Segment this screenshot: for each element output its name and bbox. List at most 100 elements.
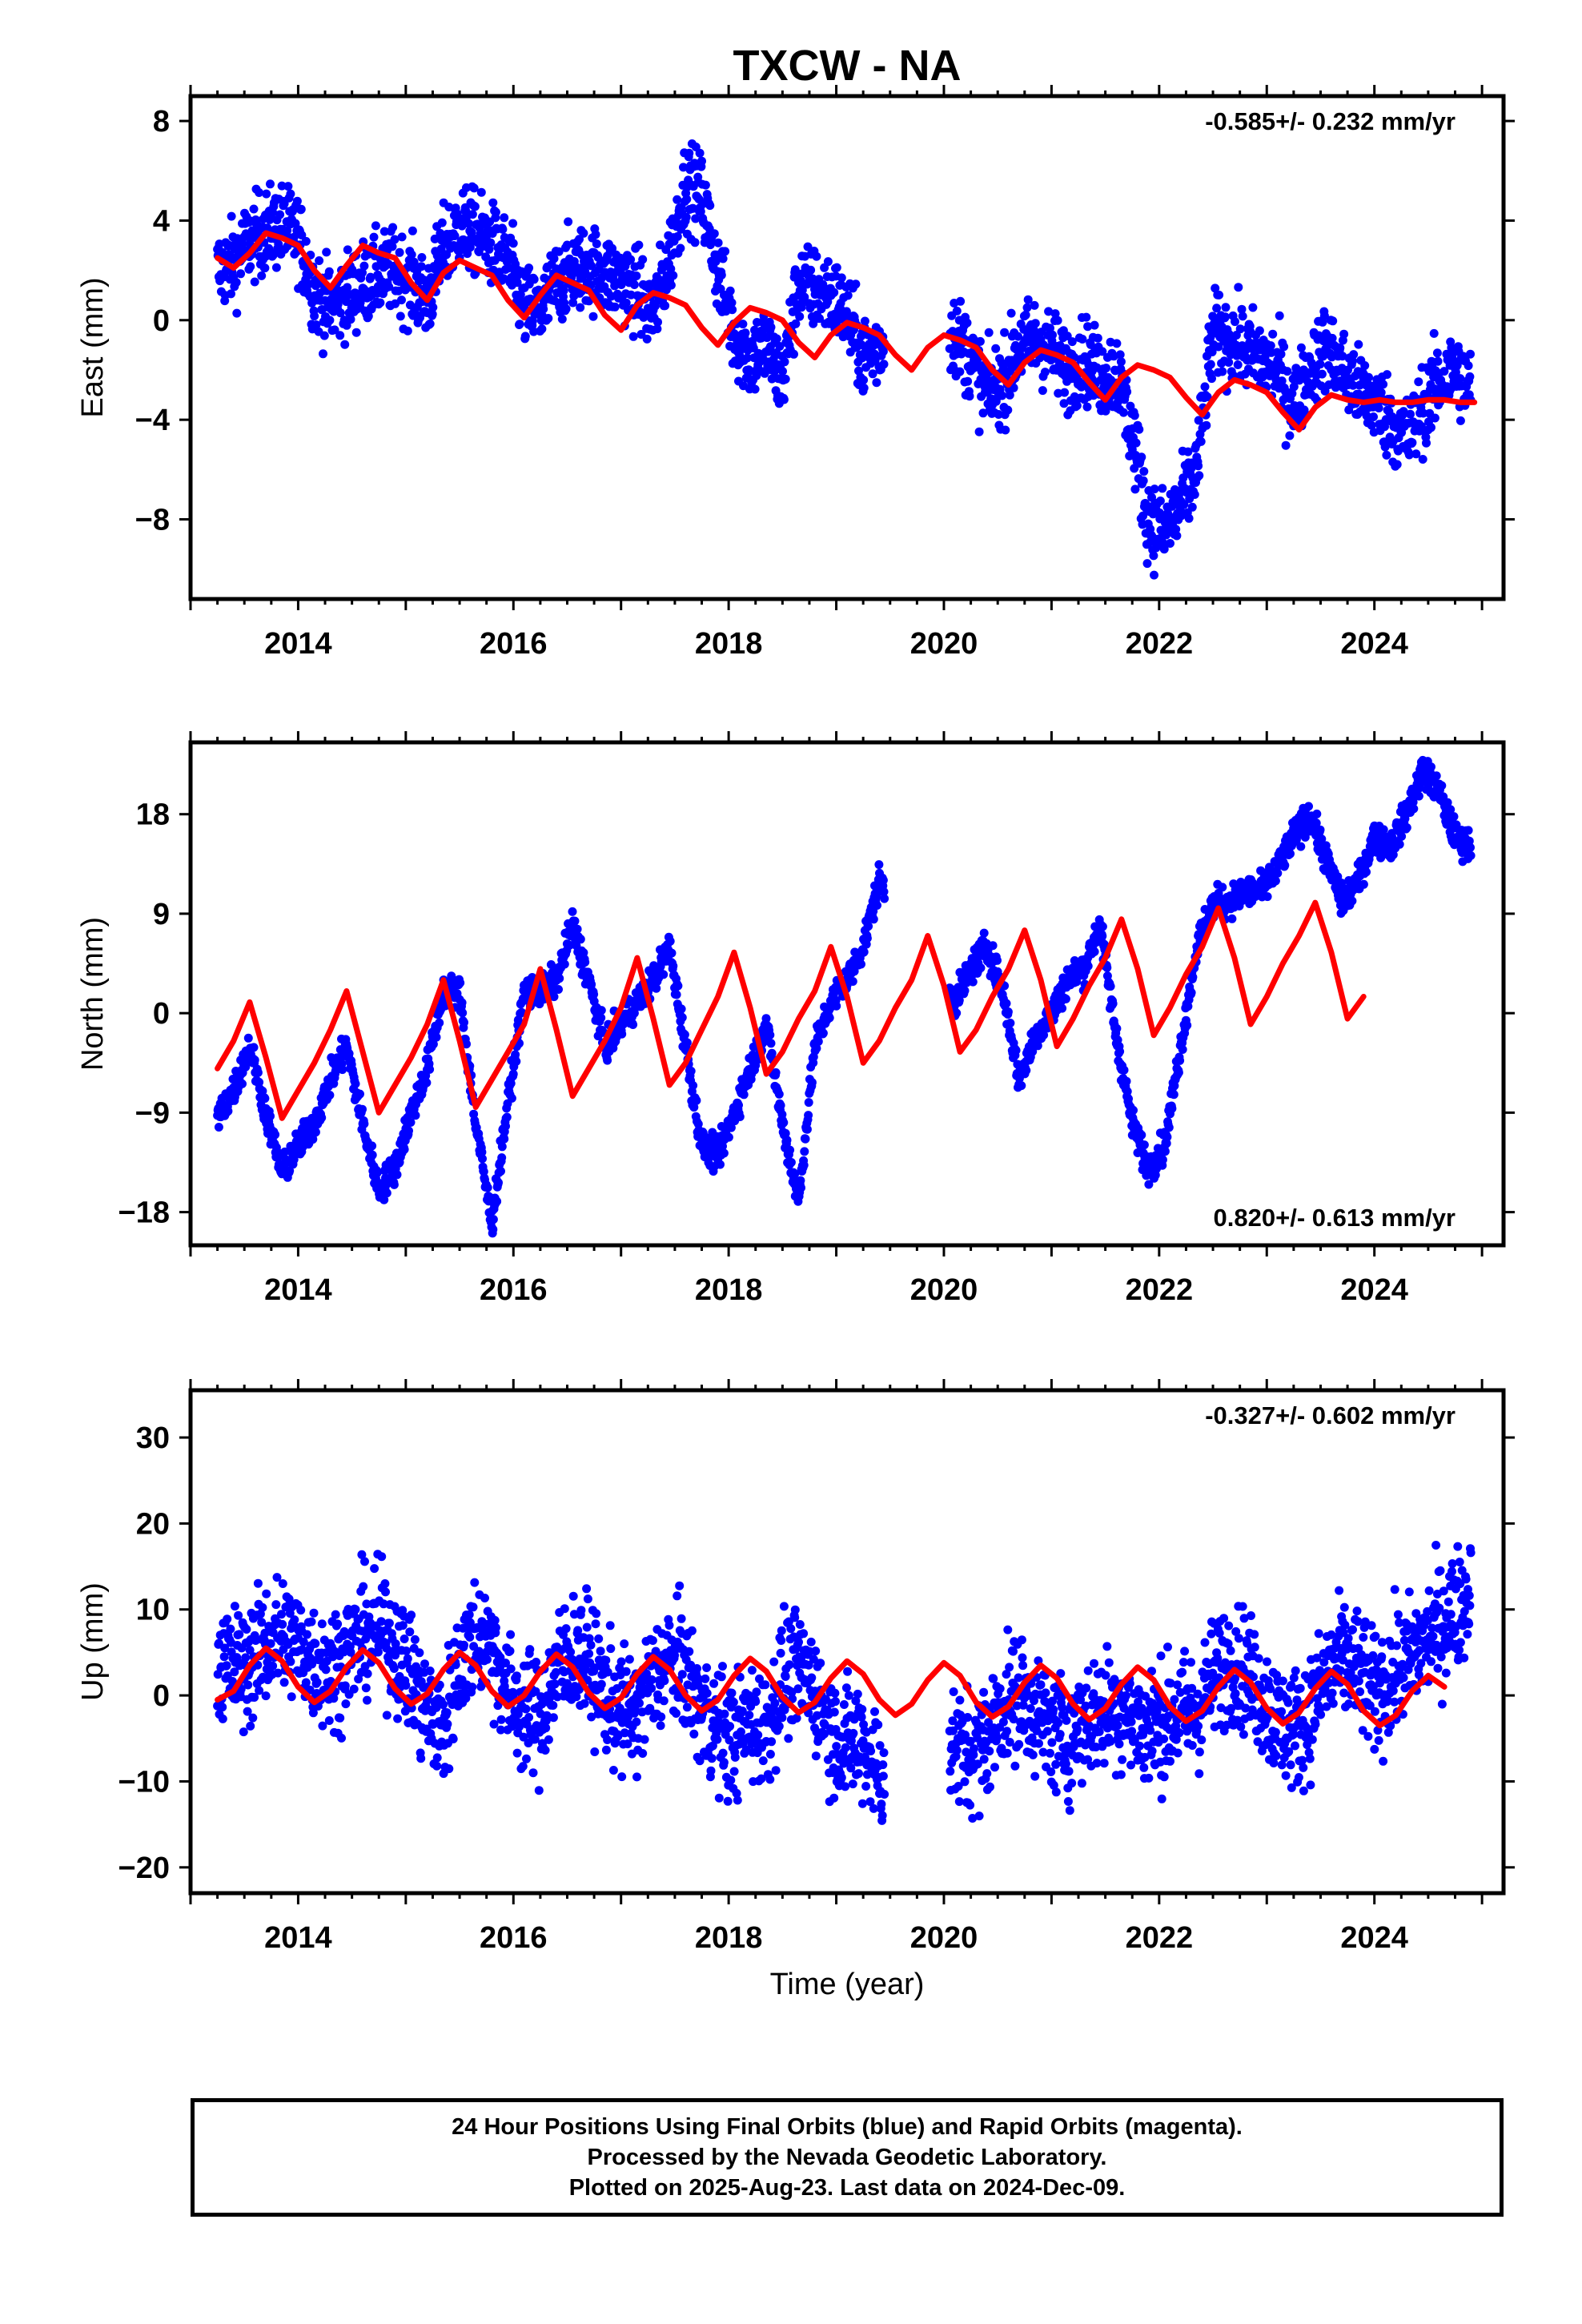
data-point bbox=[778, 367, 787, 376]
data-point bbox=[685, 148, 694, 158]
data-point bbox=[724, 1132, 733, 1142]
data-point bbox=[848, 977, 857, 986]
data-point bbox=[859, 376, 869, 384]
x-tick-label: 2024 bbox=[1340, 1273, 1408, 1307]
data-point bbox=[1179, 500, 1189, 509]
data-point bbox=[1021, 310, 1030, 320]
data-point bbox=[249, 204, 259, 214]
data-point bbox=[561, 304, 571, 314]
data-point bbox=[628, 1020, 638, 1029]
data-point bbox=[653, 317, 662, 327]
data-point bbox=[1234, 283, 1243, 292]
data-point bbox=[292, 196, 302, 206]
data-point bbox=[1162, 1139, 1171, 1148]
data-point bbox=[791, 319, 801, 328]
data-point bbox=[1139, 467, 1149, 476]
data-point bbox=[1144, 1180, 1154, 1189]
data-point bbox=[1196, 436, 1206, 446]
data-point bbox=[818, 1028, 828, 1038]
data-point bbox=[1283, 367, 1292, 376]
data-point bbox=[1137, 1130, 1146, 1140]
plot-frame bbox=[188, 94, 1506, 601]
data-point bbox=[1130, 411, 1139, 420]
data-point bbox=[734, 1100, 743, 1110]
data-point bbox=[266, 179, 275, 189]
data-point bbox=[1231, 317, 1239, 327]
data-point bbox=[325, 1091, 335, 1100]
data-point bbox=[832, 263, 841, 272]
data-point bbox=[539, 304, 548, 314]
data-point bbox=[1466, 349, 1475, 359]
data-point bbox=[1150, 570, 1158, 580]
data-point bbox=[366, 272, 375, 282]
data-point bbox=[1130, 485, 1140, 494]
data-point bbox=[1129, 1105, 1138, 1115]
data-point bbox=[775, 342, 785, 351]
data-point bbox=[621, 298, 631, 308]
data-point bbox=[379, 1195, 389, 1204]
data-point bbox=[568, 298, 578, 308]
data-point bbox=[311, 1128, 320, 1137]
data-point bbox=[857, 959, 865, 969]
data-point bbox=[652, 983, 661, 993]
data-point bbox=[1214, 342, 1223, 352]
data-point bbox=[760, 368, 769, 378]
data-point bbox=[672, 990, 681, 999]
data-point bbox=[781, 1128, 790, 1138]
data-point bbox=[1158, 1155, 1167, 1164]
data-point bbox=[238, 239, 247, 249]
data-point bbox=[260, 263, 270, 273]
data-point bbox=[340, 340, 350, 349]
data-point bbox=[800, 292, 809, 302]
data-point bbox=[616, 253, 625, 263]
data-point bbox=[392, 1170, 402, 1180]
data-point bbox=[665, 936, 675, 946]
data-point bbox=[1320, 386, 1330, 396]
data-point bbox=[1312, 809, 1322, 818]
data-point bbox=[1439, 367, 1449, 376]
data-point bbox=[462, 1039, 471, 1049]
data-point bbox=[1166, 539, 1174, 548]
data-point bbox=[1268, 329, 1278, 339]
data-point bbox=[869, 915, 878, 924]
data-point bbox=[335, 308, 345, 318]
data-point bbox=[271, 1130, 280, 1140]
data-point bbox=[372, 1168, 382, 1177]
data-point bbox=[634, 240, 644, 250]
data-point bbox=[1235, 324, 1245, 334]
data-layer bbox=[213, 755, 1476, 1238]
data-point bbox=[528, 316, 537, 326]
data-point bbox=[319, 331, 329, 340]
y-axis-label: East (mm) bbox=[76, 277, 110, 417]
data-point bbox=[626, 255, 636, 264]
data-point bbox=[1005, 390, 1014, 400]
data-point bbox=[790, 1169, 800, 1179]
data-point bbox=[806, 265, 816, 275]
data-point bbox=[976, 963, 986, 973]
data-point bbox=[508, 1069, 518, 1079]
data-point bbox=[1175, 1055, 1185, 1065]
data-point bbox=[1206, 360, 1215, 369]
data-point bbox=[408, 226, 417, 235]
data-point bbox=[679, 163, 688, 172]
data-point bbox=[1131, 438, 1141, 448]
data-point bbox=[1427, 423, 1435, 432]
data-point bbox=[1022, 303, 1032, 312]
data-point bbox=[1456, 374, 1465, 384]
data-point bbox=[1006, 1019, 1015, 1027]
data-point bbox=[1202, 420, 1211, 430]
plot-frame bbox=[188, 740, 1506, 1248]
x-tick-label: 2020 bbox=[910, 627, 978, 661]
data-point bbox=[507, 1093, 516, 1103]
data-point bbox=[1220, 312, 1230, 322]
data-point bbox=[696, 207, 705, 216]
data-point bbox=[1187, 502, 1197, 512]
x-tick-label: 2016 bbox=[480, 1273, 548, 1307]
data-point bbox=[425, 1064, 435, 1074]
data-point bbox=[682, 195, 692, 204]
data-point bbox=[296, 204, 306, 214]
data-point bbox=[499, 274, 508, 283]
data-point bbox=[416, 262, 426, 271]
data-point bbox=[524, 263, 534, 273]
data-point bbox=[492, 1196, 502, 1206]
